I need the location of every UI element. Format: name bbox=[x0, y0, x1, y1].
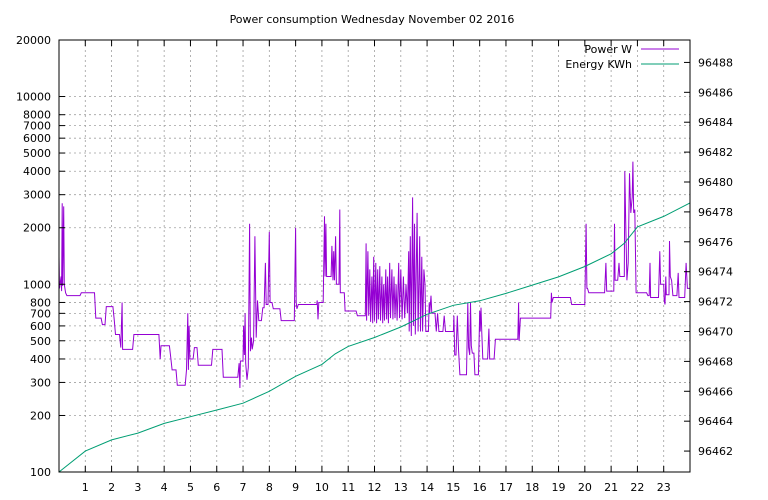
series-line-power-w bbox=[58, 161, 690, 389]
y-left-tick-label: 6000 bbox=[23, 132, 51, 145]
y-left-tick-label: 800 bbox=[30, 296, 51, 309]
y-left-tick-label: 100 bbox=[30, 466, 51, 479]
y-left-tick-label: 20000 bbox=[16, 34, 51, 47]
x-tick-label: 23 bbox=[657, 481, 671, 494]
y-left-tick-label: 200 bbox=[30, 409, 51, 422]
grid-lines bbox=[59, 40, 690, 472]
y-left-tick-label: 2000 bbox=[23, 222, 51, 235]
y-right-tick-label: 96466 bbox=[698, 385, 733, 398]
x-tick-label: 12 bbox=[368, 481, 382, 494]
x-tick-label: 22 bbox=[630, 481, 644, 494]
x-tick-label: 19 bbox=[552, 481, 566, 494]
y-right-tick-label: 96484 bbox=[698, 116, 733, 129]
y-left-tick-label: 3000 bbox=[23, 189, 51, 202]
series-line-energy-kwh bbox=[58, 202, 691, 473]
y-right-tick-label: 96462 bbox=[698, 445, 733, 458]
y-right-tick-label: 96470 bbox=[698, 325, 733, 338]
x-tick-label: 2 bbox=[108, 481, 115, 494]
legend-label-power: Power W bbox=[584, 43, 632, 56]
x-tick-label: 6 bbox=[213, 481, 220, 494]
x-tick-label: 5 bbox=[187, 481, 194, 494]
y-right-tick-label: 96474 bbox=[698, 266, 733, 279]
series-layer bbox=[58, 161, 691, 473]
y-right-tick-label: 96464 bbox=[698, 415, 733, 428]
y-right-tick-label: 96480 bbox=[698, 176, 733, 189]
x-tick-label: 18 bbox=[525, 481, 539, 494]
y-right-tick-label: 96482 bbox=[698, 146, 733, 159]
x-tick-label: 4 bbox=[161, 481, 168, 494]
y-right-tick-label: 96486 bbox=[698, 86, 733, 99]
y-left-tick-label: 4000 bbox=[23, 165, 51, 178]
y-right-tick-label: 96476 bbox=[698, 236, 733, 249]
x-tick-label: 10 bbox=[315, 481, 329, 494]
y-left-tick-label: 300 bbox=[30, 376, 51, 389]
y-left-tick-label: 5000 bbox=[23, 147, 51, 160]
y-left-tick-label: 8000 bbox=[23, 109, 51, 122]
y-left-tick-label: 400 bbox=[30, 353, 51, 366]
y-left-tick-label: 600 bbox=[30, 320, 51, 333]
y-right-tick-label: 96478 bbox=[698, 206, 733, 219]
y-left-tick-label: 10000 bbox=[16, 91, 51, 104]
legend-label-energy: Energy KWh bbox=[565, 58, 632, 71]
y-left-tick-label: 500 bbox=[30, 335, 51, 348]
x-tick-label: 1 bbox=[82, 481, 89, 494]
x-tick-label: 17 bbox=[499, 481, 513, 494]
chart-title: Power consumption Wednesday November 02 … bbox=[230, 13, 515, 26]
legend: Power W Energy KWh bbox=[565, 43, 679, 71]
x-tick-label: 20 bbox=[578, 481, 592, 494]
x-tick-label: 14 bbox=[420, 481, 434, 494]
y-left-tick-label: 7000 bbox=[23, 120, 51, 133]
x-tick-label: 7 bbox=[240, 481, 247, 494]
y-left-tick-label: 1000 bbox=[23, 278, 51, 291]
x-tick-label: 9 bbox=[292, 481, 299, 494]
x-tick-label: 13 bbox=[394, 481, 408, 494]
y-left-tick-label: 700 bbox=[30, 307, 51, 320]
x-tick-label: 3 bbox=[134, 481, 141, 494]
x-tick-label: 8 bbox=[266, 481, 273, 494]
x-tick-label: 16 bbox=[473, 481, 487, 494]
x-tick-label: 21 bbox=[604, 481, 618, 494]
y-right-tick-label: 96472 bbox=[698, 296, 733, 309]
axis-ticks: 1 2 3 4 5 6 7 8 9 10 11 12 13 14 15 16 17 18 19 20 21 22 23100… bbox=[16, 34, 733, 494]
y-right-tick-label: 96488 bbox=[698, 56, 733, 69]
x-tick-label: 11 bbox=[341, 481, 355, 494]
x-tick-label: 15 bbox=[446, 481, 460, 494]
y-right-tick-label: 96468 bbox=[698, 355, 733, 368]
